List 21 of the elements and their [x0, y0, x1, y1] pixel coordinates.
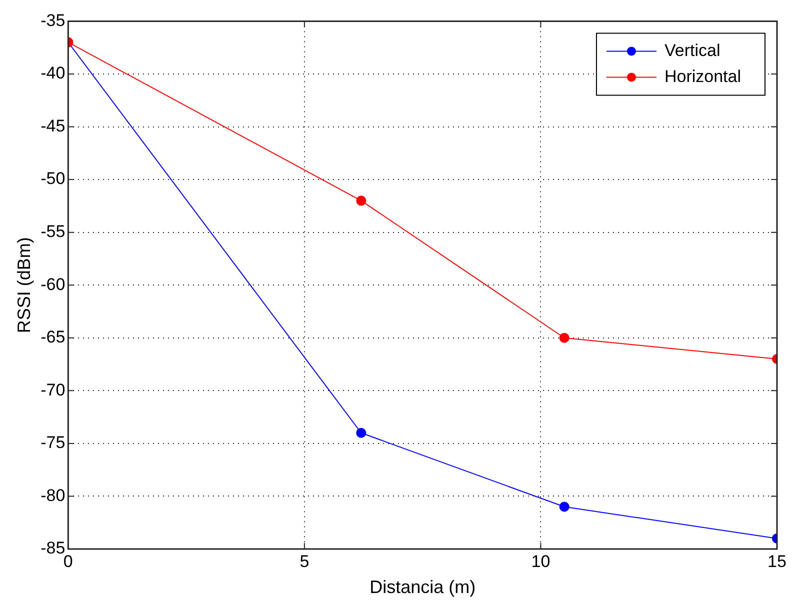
- y-tick-label: -70: [40, 380, 66, 400]
- legend-label: Horizontal: [664, 66, 742, 86]
- x-tick-label: 0: [63, 552, 73, 571]
- y-tick-label: -75: [40, 433, 66, 452]
- y-tick-label: -85: [40, 538, 66, 558]
- x-axis-title: Distancia (m): [370, 577, 476, 598]
- y-tick-label: -40: [40, 64, 66, 83]
- x-tick-label: 10: [531, 552, 550, 571]
- y-tick-label: -60: [40, 274, 66, 294]
- y-tick-label: -65: [40, 328, 66, 347]
- point: [356, 196, 366, 206]
- x-tick-label: 15: [768, 552, 786, 571]
- y-tick-label: -35: [40, 10, 66, 30]
- y-tick-label: -45: [40, 116, 66, 136]
- y-axis-title: RSSI (dBm): [14, 237, 34, 334]
- x-tick-label: 5: [300, 552, 310, 571]
- legend-label: Vertical: [664, 40, 720, 60]
- point: [559, 332, 570, 343]
- y-tick-label: -50: [40, 169, 66, 188]
- y-tick-label: -55: [40, 222, 66, 242]
- y-tick-label: -80: [40, 486, 66, 505]
